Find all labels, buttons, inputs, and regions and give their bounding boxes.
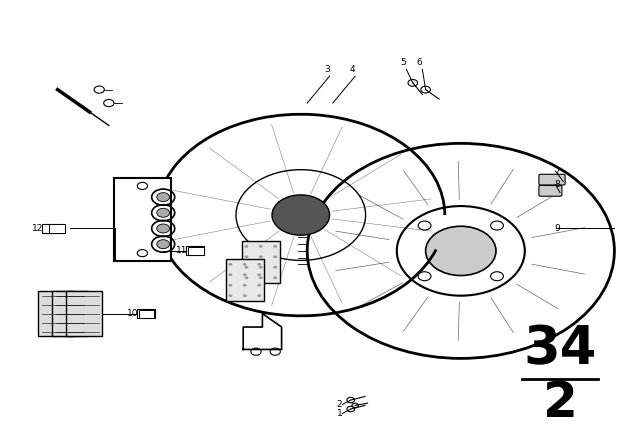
FancyBboxPatch shape: [137, 309, 155, 318]
Circle shape: [244, 255, 248, 258]
Circle shape: [228, 273, 232, 276]
Text: 6: 6: [417, 58, 422, 67]
Circle shape: [243, 284, 246, 287]
Text: 2: 2: [543, 379, 577, 427]
Circle shape: [273, 255, 277, 258]
Circle shape: [491, 272, 504, 281]
Text: 8: 8: [554, 180, 560, 189]
Text: 12: 12: [32, 224, 44, 233]
FancyBboxPatch shape: [242, 241, 280, 283]
Circle shape: [228, 284, 232, 287]
Circle shape: [257, 294, 261, 297]
Text: 1: 1: [337, 409, 342, 418]
Text: 2: 2: [337, 400, 342, 409]
Circle shape: [257, 284, 261, 287]
FancyBboxPatch shape: [66, 291, 102, 336]
FancyBboxPatch shape: [49, 224, 65, 233]
Circle shape: [228, 263, 232, 266]
Circle shape: [273, 245, 277, 248]
Text: 7: 7: [554, 167, 560, 176]
Circle shape: [418, 221, 431, 230]
Circle shape: [426, 226, 496, 276]
Circle shape: [272, 195, 330, 235]
Circle shape: [259, 255, 262, 258]
Circle shape: [259, 276, 262, 279]
Text: 9: 9: [554, 224, 560, 233]
FancyBboxPatch shape: [139, 310, 154, 318]
FancyBboxPatch shape: [186, 246, 205, 255]
Circle shape: [259, 245, 262, 248]
Circle shape: [244, 266, 248, 269]
Text: 34: 34: [524, 323, 596, 375]
Circle shape: [243, 294, 246, 297]
FancyBboxPatch shape: [188, 247, 204, 255]
Circle shape: [157, 224, 170, 233]
Circle shape: [243, 263, 246, 266]
FancyBboxPatch shape: [114, 178, 171, 261]
FancyBboxPatch shape: [226, 259, 264, 301]
FancyBboxPatch shape: [38, 291, 74, 336]
Text: 11: 11: [176, 246, 188, 255]
Circle shape: [228, 294, 232, 297]
FancyBboxPatch shape: [42, 224, 63, 233]
Circle shape: [273, 266, 277, 269]
Circle shape: [259, 266, 262, 269]
Text: 10: 10: [127, 309, 138, 318]
Circle shape: [244, 245, 248, 248]
FancyBboxPatch shape: [539, 174, 565, 185]
Circle shape: [157, 240, 170, 249]
Text: 3: 3: [324, 65, 330, 74]
FancyBboxPatch shape: [52, 291, 88, 336]
Circle shape: [491, 221, 504, 230]
Circle shape: [157, 208, 170, 217]
Circle shape: [244, 276, 248, 279]
Circle shape: [257, 263, 261, 266]
Circle shape: [157, 193, 170, 202]
Circle shape: [257, 273, 261, 276]
Circle shape: [243, 273, 246, 276]
Circle shape: [273, 276, 277, 279]
Text: 4: 4: [349, 65, 355, 74]
FancyBboxPatch shape: [539, 185, 562, 196]
Circle shape: [418, 272, 431, 281]
Text: 5: 5: [401, 58, 406, 67]
